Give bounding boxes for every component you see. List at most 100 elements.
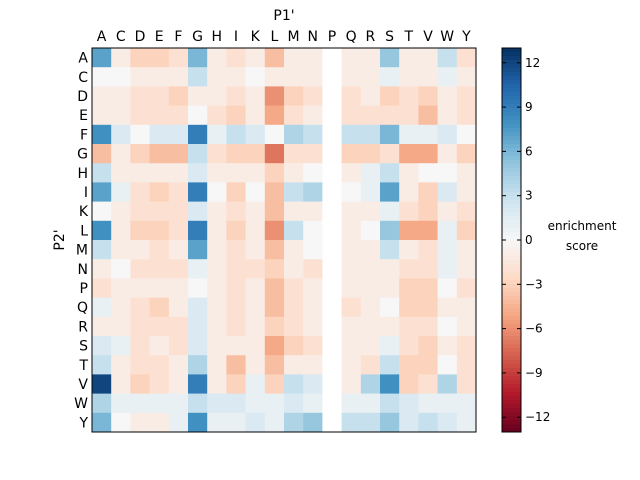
heatmap-cell: [322, 105, 342, 126]
heatmap-cell: [264, 201, 285, 222]
x-tick-label: Y: [461, 29, 471, 45]
heatmap-cells: [92, 48, 477, 433]
y-tick-label: Q: [77, 300, 88, 316]
heatmap-cell: [264, 105, 285, 126]
heatmap-cell: [245, 144, 266, 164]
heatmap-cell: [437, 67, 458, 87]
heatmap-cell: [207, 182, 227, 202]
colorbar-tick-label: 0: [525, 233, 533, 247]
heatmap-cell: [111, 163, 131, 183]
colorbar-tick-label: −12: [525, 410, 550, 424]
heatmap-cell: [418, 297, 438, 318]
heatmap-cell: [418, 336, 438, 356]
x-tick-label: V: [423, 29, 433, 45]
x-tick-label: I: [234, 29, 238, 45]
heatmap-cell: [380, 259, 400, 279]
colorbar-segment: [502, 344, 521, 349]
heatmap-cell: [456, 67, 477, 87]
heatmap-cell: [111, 182, 131, 202]
colorbar-segment: [502, 292, 521, 297]
heatmap-cell: [437, 297, 458, 318]
heatmap-cell: [418, 374, 438, 394]
heatmap-cell: [245, 259, 266, 279]
heatmap-cell: [360, 105, 381, 126]
heatmap-cell: [149, 297, 170, 318]
heatmap-cell: [399, 355, 419, 375]
heatmap-cell: [360, 355, 381, 375]
heatmap-cell: [188, 144, 208, 164]
heatmap-cell: [149, 259, 170, 279]
heatmap-cell: [92, 336, 112, 356]
heatmap-cell: [149, 220, 170, 241]
heatmap-cell: [130, 124, 150, 145]
heatmap-cell: [168, 201, 189, 222]
heatmap-cell: [341, 48, 362, 68]
heatmap-cell: [111, 259, 131, 279]
heatmap-cell: [360, 316, 381, 337]
y-axis-title: P2': [52, 229, 68, 250]
colorbar-segment: [502, 388, 521, 393]
heatmap-cell: [188, 278, 208, 298]
colorbar-segment: [502, 368, 521, 373]
heatmap-cell: [380, 48, 400, 68]
heatmap-cell: [399, 182, 419, 202]
colorbar-segment: [502, 336, 521, 341]
heatmap-cell: [360, 336, 381, 356]
heatmap-cell: [168, 163, 189, 183]
heatmap-cell: [380, 393, 400, 414]
colorbar-segment: [502, 84, 521, 89]
heatmap-cell: [226, 86, 246, 106]
heatmap-cell: [207, 124, 227, 145]
heatmap-cell: [456, 336, 477, 356]
heatmap-cell: [149, 144, 170, 164]
heatmap-cell: [380, 163, 400, 183]
colorbar-segment: [502, 52, 521, 57]
heatmap-cell: [111, 278, 131, 298]
colorbar-segment: [502, 120, 521, 125]
heatmap-cell: [245, 67, 266, 87]
heatmap-cell: [399, 144, 419, 164]
heatmap-cell: [284, 86, 304, 106]
heatmap-cell: [245, 105, 266, 126]
heatmap-cell: [226, 374, 246, 394]
heatmap-cell: [226, 240, 246, 260]
colorbar-tick-label: 12: [525, 56, 540, 70]
colorbar-segment: [502, 72, 521, 77]
heatmap-cell: [149, 412, 170, 433]
heatmap-cell: [168, 374, 189, 394]
heatmap-cell: [149, 393, 170, 414]
heatmap-cell: [303, 220, 323, 241]
heatmap-cell: [418, 278, 438, 298]
heatmap-cell: [399, 124, 419, 145]
heatmap-cell: [380, 105, 400, 126]
heatmap-cell: [284, 278, 304, 298]
heatmap-cell: [207, 48, 227, 68]
heatmap-cell: [437, 355, 458, 375]
heatmap-cell: [226, 297, 246, 318]
heatmap-cell: [149, 48, 170, 68]
colorbar-ticks: 12 9 6 3 0 −3 −6 −9 −12: [502, 56, 550, 424]
heatmap-cell: [168, 259, 189, 279]
colorbar-segment: [502, 220, 521, 225]
colorbar-segment: [502, 228, 521, 233]
x-tick-label: S: [385, 29, 394, 45]
colorbar-segment: [502, 376, 521, 381]
colorbar-tick-label: −9: [525, 366, 543, 380]
colorbar-segment: [502, 276, 521, 281]
colorbar-segment: [502, 424, 521, 429]
heatmap-cell: [245, 297, 266, 318]
heatmap-cell: [360, 297, 381, 318]
heatmap-cell: [399, 412, 419, 433]
colorbar-segment: [502, 128, 521, 133]
heatmap-cell: [456, 355, 477, 375]
heatmap-cell: [264, 412, 285, 433]
heatmap-cell: [188, 393, 208, 414]
heatmap-cell: [284, 259, 304, 279]
heatmap-cell: [130, 240, 150, 260]
heatmap-cell: [341, 124, 362, 145]
heatmap-cell: [284, 220, 304, 241]
colorbar-segment: [502, 124, 521, 129]
heatmap-cell: [188, 259, 208, 279]
heatmap-cell: [207, 240, 227, 260]
heatmap-cell: [380, 316, 400, 337]
